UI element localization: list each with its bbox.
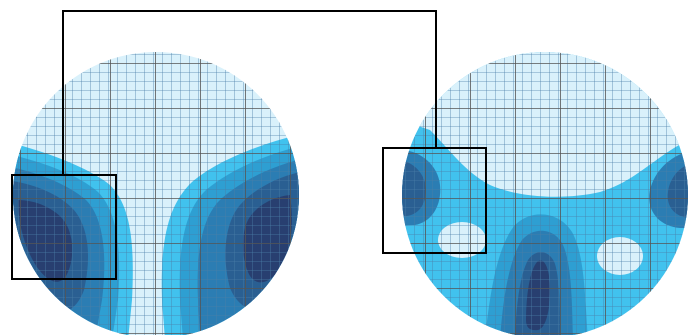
callout-connector	[62, 10, 437, 175]
right-coarse-grid	[402, 52, 688, 335]
right-callout-box	[382, 147, 487, 254]
left-disc	[13, 52, 299, 335]
right-disc	[402, 52, 688, 335]
left-coarse-grid	[13, 52, 299, 335]
